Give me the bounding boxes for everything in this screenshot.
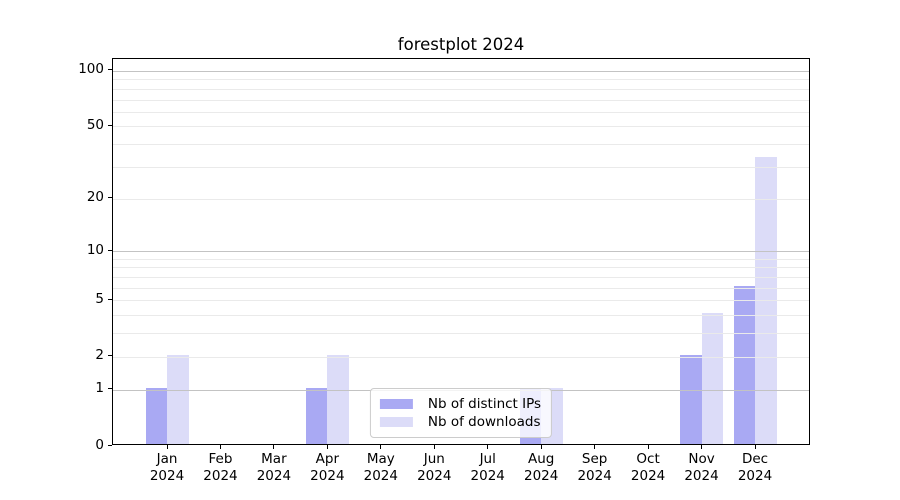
gridline-minor [113, 88, 809, 90]
gridline-minor [113, 267, 809, 269]
x-tick-label: Jun 2024 [402, 451, 466, 484]
y-tick-label: 5 [95, 290, 104, 307]
chart-title: forestplot 2024 [397, 35, 525, 54]
x-tick-mark [487, 445, 489, 449]
x-tick-mark [219, 445, 221, 449]
x-tick-label: Sep 2024 [563, 451, 627, 484]
y-tick-mark [108, 197, 112, 199]
x-tick-mark [754, 445, 756, 449]
x-tick-mark [273, 445, 275, 449]
x-tick-label-year: 2024 [684, 467, 719, 484]
x-tick-label-year: 2024 [256, 467, 292, 484]
legend-label: Nb of downloads [427, 414, 541, 430]
x-tick-label-year: 2024 [630, 467, 666, 484]
gridline-minor [113, 166, 809, 168]
gridline-minor [113, 144, 809, 146]
x-tick-label-year: 2024 [149, 467, 185, 484]
legend-swatch-downloads [379, 417, 413, 427]
y-tick-mark [108, 355, 112, 357]
y-tick-label: 0 [95, 436, 104, 453]
x-tick-label-year: 2024 [203, 467, 238, 484]
gridline-decade [113, 251, 809, 253]
x-tick-label-year: 2024 [523, 467, 559, 484]
x-tick-mark [433, 445, 435, 449]
gridline-minor [113, 126, 809, 128]
bar-distinct-ips [145, 387, 167, 444]
x-tick-label-year: 2024 [363, 467, 398, 484]
x-tick-label: Apr 2024 [295, 451, 359, 484]
y-tick-mark [108, 69, 112, 71]
gridline-minor [113, 79, 809, 81]
bar-downloads [167, 354, 189, 444]
x-tick-label: Feb 2024 [188, 451, 252, 484]
x-tick-label-year: 2024 [470, 467, 505, 484]
x-tick-label-year: 2024 [577, 467, 612, 484]
legend-swatch-distinct-ips [379, 399, 413, 409]
y-tick-mark [108, 444, 112, 446]
y-tick-label: 10 [86, 241, 104, 258]
bar-distinct-ips [733, 285, 755, 444]
gridline-minor [113, 300, 809, 302]
x-tick-label: Jul 2024 [456, 451, 520, 484]
bar-downloads [327, 354, 349, 444]
gridline-minor [113, 277, 809, 278]
x-tick-label: Mar 2024 [242, 451, 306, 484]
x-tick-label-year: 2024 [417, 467, 452, 484]
bar-distinct-ips [680, 354, 702, 444]
y-tick-label: 1 [95, 380, 104, 397]
x-tick-label: Nov 2024 [670, 451, 734, 484]
legend-label: Nb of distinct IPs [427, 396, 542, 412]
legend: Nb of distinct IPs Nb of downloads [369, 388, 553, 438]
y-tick-label: 2 [95, 347, 104, 364]
y-tick-mark [108, 388, 112, 390]
plot-area: Nb of distinct IPs Nb of downloads [112, 58, 810, 445]
x-tick-label-year: 2024 [310, 467, 345, 484]
x-tick-mark [594, 445, 596, 449]
y-tick-label: 50 [86, 116, 104, 133]
x-tick-label: Jan 2024 [135, 451, 199, 484]
gridline-decade [113, 70, 809, 72]
x-tick-label: May 2024 [349, 451, 413, 484]
x-tick-label: Oct 2024 [616, 451, 680, 484]
bar-downloads [755, 157, 777, 444]
legend-item: Nb of downloads [379, 413, 541, 431]
x-tick-mark [701, 445, 703, 449]
y-tick-label: 20 [86, 189, 104, 206]
bar-distinct-ips [305, 387, 328, 444]
x-tick-label: Dec 2024 [723, 451, 787, 484]
y-tick-mark [108, 298, 112, 300]
x-tick-mark [647, 445, 649, 449]
y-tick-mark [108, 249, 112, 251]
gridline-minor [113, 258, 809, 260]
x-tick-label: Aug 2024 [509, 451, 573, 484]
gridline-minor [113, 198, 809, 200]
legend-item: Nb of distinct IPs [379, 395, 542, 413]
x-tick-mark [540, 445, 542, 449]
x-tick-mark [380, 445, 382, 449]
bar-downloads [701, 313, 724, 444]
gridline-minor [113, 111, 809, 113]
x-tick-mark [326, 445, 328, 449]
gridline-minor [113, 99, 809, 101]
y-tick-label: 100 [78, 61, 104, 78]
x-tick-mark [166, 445, 168, 449]
y-tick-mark [108, 124, 112, 126]
gridline-minor [113, 287, 809, 289]
x-tick-label-year: 2024 [737, 467, 773, 484]
